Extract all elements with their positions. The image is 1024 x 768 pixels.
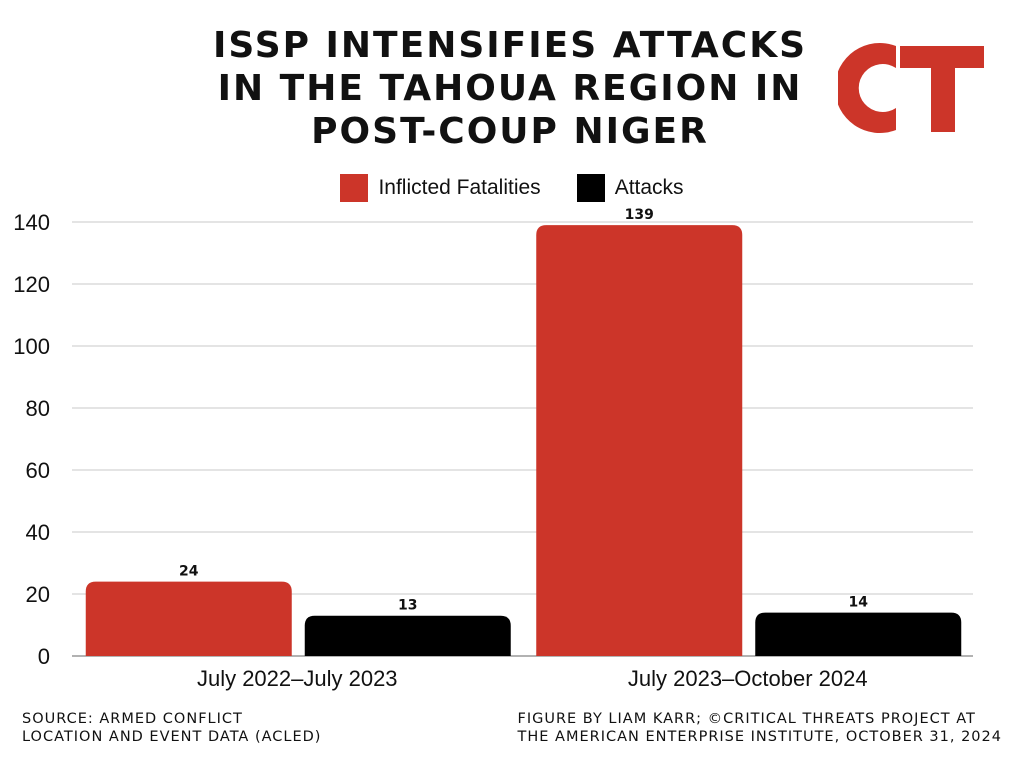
- legend-label: Inflicted Fatalities: [378, 176, 541, 199]
- x-tick-label: July 2023–October 2024: [628, 666, 868, 691]
- y-tick-label: 80: [26, 396, 50, 421]
- source-note: SOURCE: ARMED CONFLICT LOCATION AND EVEN…: [22, 710, 321, 746]
- y-tick-label: 100: [13, 334, 50, 359]
- bar-fatalities: [85, 581, 292, 656]
- legend-label: Attacks: [614, 176, 684, 199]
- legend-swatch-fatalities: [340, 174, 369, 202]
- source-line: LOCATION AND EVENT DATA (ACLED): [22, 729, 322, 745]
- legend-swatch-attacks: [576, 174, 605, 202]
- bar-attacks: [755, 612, 962, 656]
- y-tick-label: 60: [26, 458, 50, 483]
- bar-fatalities: [536, 225, 743, 656]
- legend-item-attacks: Attacks: [576, 174, 684, 202]
- credit-line: THE AMERICAN ENTERPRISE INSTITUTE, OCTOB…: [517, 729, 1002, 745]
- x-tick-label: July 2022–July 2023: [197, 666, 398, 691]
- source-line: SOURCE: ARMED CONFLICT: [22, 711, 243, 727]
- data-label: 13: [398, 598, 417, 614]
- y-tick-label: 40: [26, 520, 50, 545]
- data-label: 139: [625, 207, 654, 223]
- y-tick-label: 140: [13, 210, 50, 235]
- legend: Inflicted Fatalities Attacks: [0, 174, 1024, 202]
- data-label: 14: [849, 595, 869, 611]
- y-tick-label: 0: [38, 644, 50, 669]
- chart-title-line: IN THE TAHOUA REGION IN: [217, 68, 803, 109]
- chart-title: ISSP INTENSIFIES ATTACKS IN THE TAHOUA R…: [200, 24, 820, 153]
- data-label: 24: [179, 564, 199, 580]
- ct-logo: [838, 43, 984, 133]
- chart-title-line: POST-COUP NIGER: [311, 111, 709, 152]
- y-tick-label: 120: [13, 272, 50, 297]
- legend-item-fatalities: Inflicted Fatalities: [340, 174, 541, 202]
- credit-note: FIGURE BY LIAM KARR; ©CRITICAL THREATS P…: [518, 710, 1003, 746]
- credit-line: FIGURE BY LIAM KARR; ©CRITICAL THREATS P…: [517, 711, 976, 727]
- chart-title-line: ISSP INTENSIFIES ATTACKS: [212, 25, 808, 66]
- bar-attacks: [304, 615, 511, 656]
- bar-chart: 0 20 40 60 80 100 120 140 24 13 July 2022–July 202…: [13, 207, 973, 691]
- y-tick-label: 20: [26, 582, 50, 607]
